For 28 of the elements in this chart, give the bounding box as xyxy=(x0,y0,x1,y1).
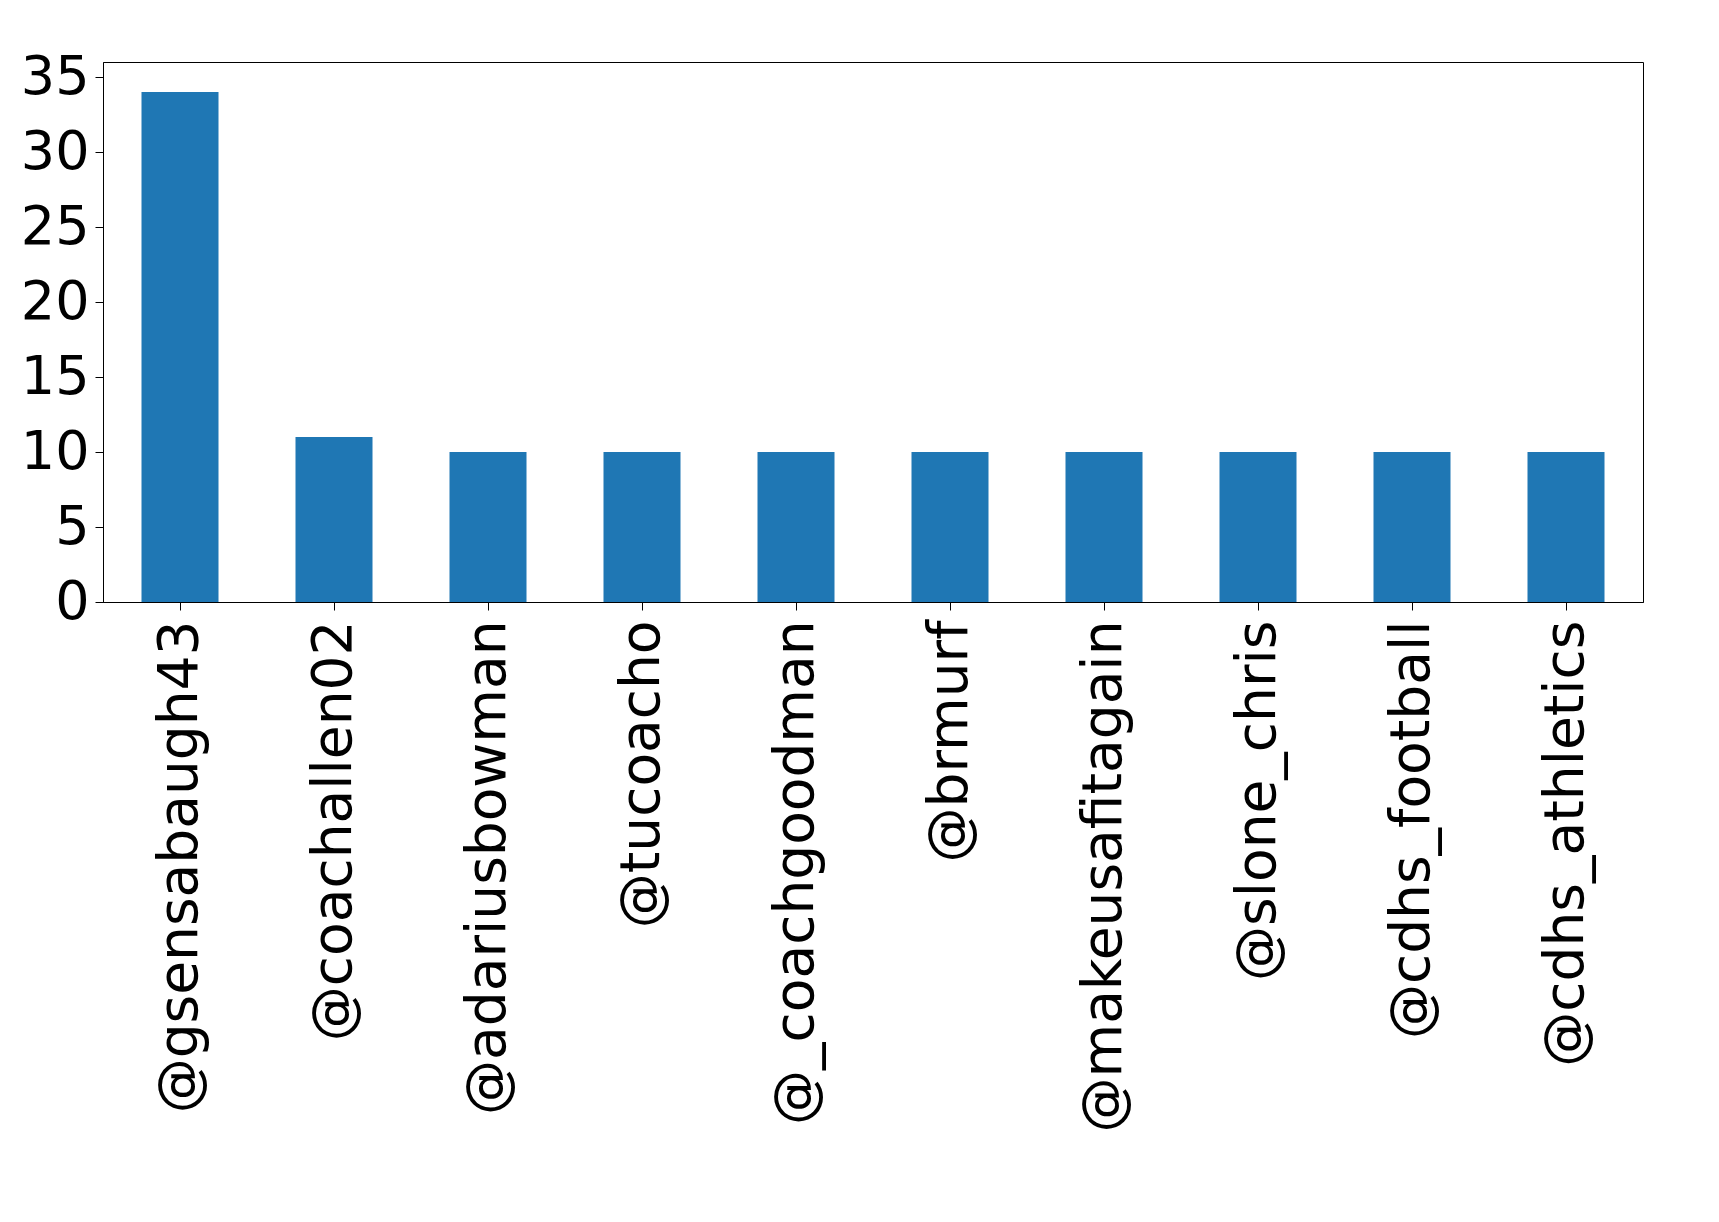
bar xyxy=(603,452,681,602)
x-tick-label: @coachallen02 xyxy=(300,620,364,1042)
x-tick-label: @tucoacho xyxy=(608,620,672,929)
bar xyxy=(1219,452,1297,602)
y-tick-label: 30 xyxy=(20,118,90,182)
bar xyxy=(1065,452,1143,602)
x-tick-label: @gsensabaugh43 xyxy=(146,620,210,1114)
x-tick-label: @brmurf xyxy=(916,618,980,863)
y-tick-label: 25 xyxy=(20,193,90,257)
y-tick-label: 0 xyxy=(55,568,90,632)
x-tick-label: @makeusafitagain xyxy=(1070,620,1134,1133)
y-tick-label: 15 xyxy=(20,343,90,407)
x-tick-label: @cdhs_athletics xyxy=(1532,620,1596,1067)
bar xyxy=(1373,452,1451,602)
bar xyxy=(911,452,989,602)
y-tick-label: 35 xyxy=(20,43,90,107)
bar xyxy=(1527,452,1605,602)
bar xyxy=(141,92,219,602)
x-tick-label: @slone_chris xyxy=(1224,620,1288,981)
y-tick-label: 5 xyxy=(55,493,90,557)
bar xyxy=(757,452,835,602)
y-tick-label: 20 xyxy=(20,268,90,332)
x-tick-label: @adariusbowman xyxy=(454,620,518,1115)
x-tick-label: @cdhs_football xyxy=(1378,620,1442,1040)
y-tick-label: 10 xyxy=(20,418,90,482)
bar xyxy=(449,452,527,602)
x-tick-label: @_coachgoodman xyxy=(762,620,826,1125)
bar xyxy=(295,437,373,602)
